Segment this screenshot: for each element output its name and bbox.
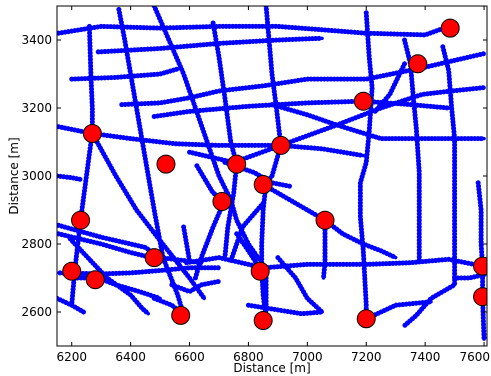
road-3 [69,66,181,82]
road-core [117,7,186,318]
marker-3 [353,91,373,111]
road-core [90,131,206,301]
road-9 [184,255,486,271]
y-tick-label: 2600 [21,305,52,319]
marker-layer [62,18,487,330]
road-core [358,11,374,321]
x-tick-label: 7000 [292,350,323,364]
road-core [120,51,486,107]
marker-14 [85,270,105,290]
road-core [181,225,192,263]
marker-8 [253,175,273,194]
marker-7 [271,135,291,155]
marker-18 [171,305,191,325]
marker-9 [212,192,232,211]
road-33 [234,231,260,267]
road-core [321,218,327,280]
road-core [57,296,86,314]
road-8 [269,102,487,142]
road-30 [363,299,434,322]
marker-17 [473,287,487,307]
road-core [270,102,486,141]
marker-12 [144,248,164,268]
marker-4 [82,124,102,143]
marker-20 [356,309,376,329]
road-22 [192,163,228,281]
marker-10 [315,210,335,230]
x-tick-label: 6800 [233,350,264,364]
y-tick-label: 3400 [21,33,52,47]
x-tick-label: 6600 [174,350,205,364]
road-core [452,272,486,280]
marker-6 [227,154,247,174]
road-24 [275,255,325,315]
road-25 [321,217,328,281]
road-core [270,187,398,260]
road-core [184,255,485,270]
marker-15 [250,261,270,281]
road-core [364,300,433,321]
road-41 [452,272,487,281]
road-1 [57,23,452,38]
road-34 [181,224,193,264]
marker-11 [71,210,91,230]
x-tick-label: 6400 [115,350,146,364]
road-36 [57,173,84,182]
road-core [234,232,259,267]
road-core [70,67,180,81]
y-tick-label: 2800 [21,237,52,251]
marker-13 [62,261,82,281]
y-axis-label: Distance [m] [7,137,21,214]
road-28 [372,61,408,114]
road-core [276,255,324,314]
y-axis-ticks: 2600 2800 3000 3200 3400 [21,33,487,319]
road-core [152,99,451,119]
road-core [68,237,151,316]
marker-2 [408,54,428,74]
road-4 [119,51,487,108]
marker-16 [473,256,487,276]
marker-1 [440,18,460,38]
road-16 [89,131,207,301]
y-tick-label: 3200 [21,101,52,115]
road-core [193,164,227,280]
road-20 [210,20,240,261]
road-17 [67,236,151,317]
road-core [96,36,324,54]
marker-19 [253,311,273,330]
x-axis-ticks: 6200 6400 6600 6800 7000 7200 7400 7600 [56,6,490,364]
road-core [57,24,451,37]
road-core [373,62,407,114]
marker-5 [156,154,176,174]
road-2 [95,35,325,55]
road-26 [357,10,375,322]
road-37 [57,295,87,315]
x-axis-label: Distance [m] [233,361,310,375]
road-23 [269,187,399,261]
road-5 [151,98,452,119]
road-core [170,279,221,294]
x-tick-label: 7600 [459,350,490,364]
y-tick-label: 3000 [21,169,52,183]
road-core [57,174,83,182]
road-core [211,21,239,260]
road-18 [116,6,187,318]
road-38 [169,278,222,295]
x-tick-label: 7400 [410,350,441,364]
x-tick-label: 7200 [351,350,382,364]
x-tick-label: 6200 [56,350,87,364]
